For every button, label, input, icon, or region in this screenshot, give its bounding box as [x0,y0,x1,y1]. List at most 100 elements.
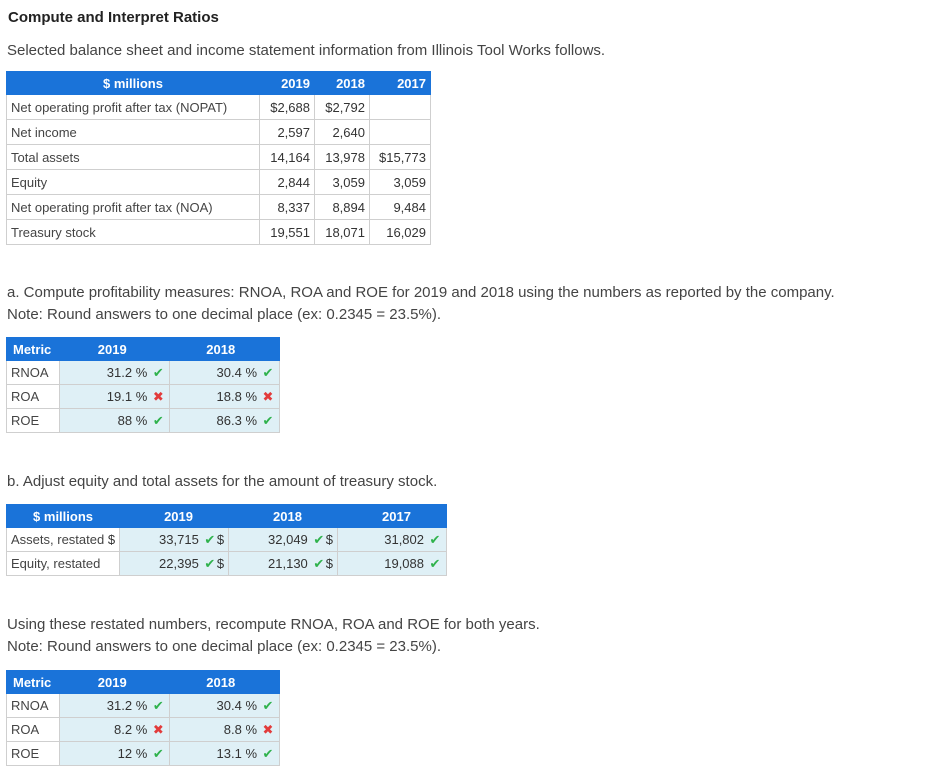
table-row: Net income 2,597 2,640 [6,119,431,145]
table-row: ROA 19.1 % ✖ 18.8 % ✖ [6,384,280,409]
table-row: RNOA 31.2 % ✔ 30.4 % ✔ [6,693,280,718]
col-header-2017: 2017 [337,504,447,528]
table-row: Net operating profit after tax (NOA) 8,3… [6,194,431,220]
cell-value: $2,688 [259,94,315,120]
percent-sign: % [245,364,257,380]
table-row: Assets, restated $ 33,715 ✔ $ 32,049 ✔ $ 31,… [5,527,447,552]
metric-label: ROE [6,741,60,766]
row-label: Equity [6,169,260,195]
table-row: ROA 8.2 % ✖ 8.8 % ✖ [6,717,280,742]
col-header-millions: $ millions [6,71,260,95]
answer-value: 8.8 [223,721,242,737]
answer-cell[interactable]: 33,715 ✔ $ [119,527,230,552]
check-icon: ✔ [429,531,441,547]
table-row: Equity, restated 22,395 ✔ $ 21,130 ✔ $ 19,08… [5,551,447,576]
balance-sheet-table: $ millions 2019 2018 2017 Net operating … [6,71,431,245]
cross-icon: ✖ [262,721,274,737]
answer-cell[interactable]: 22,395 ✔ $ [119,551,230,576]
answer-value: 19,088 [384,555,424,571]
answer-cell[interactable]: 30.4 % ✔ [169,360,280,385]
answer-cell[interactable]: 31,802 ✔ [337,527,447,552]
part-a-note: Note: Round answers to one decimal place… [7,306,442,323]
part-a-question: a. Compute profitability measures: RNOA,… [7,284,835,301]
answer-value: 19.1 [106,388,133,404]
answer-cell[interactable]: 86.3 % ✔ [169,408,280,433]
table-row: Equity 2,844 3,059 3,059 [6,169,431,195]
answer-value: 12 [117,745,133,761]
cross-icon: ✖ [152,388,164,404]
check-icon: ✔ [152,745,164,761]
row-label: Total assets [6,144,260,170]
metric-label: RNOA [6,693,60,718]
answer-cell[interactable]: 30.4 % ✔ [169,693,280,718]
currency-sign: $ [216,555,225,571]
percent-sign: % [245,697,257,713]
answer-cell[interactable]: 88 % ✔ [58,408,171,433]
cross-icon: ✖ [152,721,164,737]
cell-value [369,119,431,145]
cell-value: $15,773 [369,144,431,170]
answer-cell[interactable]: 12 % ✔ [58,741,171,766]
check-icon: ✔ [204,555,216,571]
col-header-metric: Metric [6,337,60,361]
answer-cell[interactable]: 21,130 ✔ $ [228,551,339,576]
part-b-question: b. Adjust equity and total assets for th… [7,473,438,490]
cell-value: 2,640 [314,119,370,145]
table-row: ROE 88 % ✔ 86.3 % ✔ [6,408,280,433]
answer-value: 8.2 [114,721,133,737]
check-icon: ✔ [152,412,164,428]
metric-label: ROA [6,717,60,742]
answer-cell[interactable]: 32,049 ✔ $ [228,527,339,552]
percent-sign: % [135,412,148,428]
part-b-answer-table: $ millions 2019 2018 2017 Assets, restat… [5,504,447,576]
percent-sign: % [245,745,257,761]
cell-value: 3,059 [314,169,370,195]
part-c-note: Note: Round answers to one decimal place… [7,638,442,655]
intro-text: Selected balance sheet and income statem… [7,42,606,59]
check-icon: ✔ [152,697,164,713]
cell-value: 3,059 [369,169,431,195]
check-icon: ✔ [204,531,216,547]
answer-cell[interactable]: 19.1 % ✖ [58,384,171,409]
cell-value: 13,978 [314,144,370,170]
col-header-2018: 2018 [314,71,370,95]
cross-icon: ✖ [262,388,274,404]
cell-value: 16,029 [369,219,431,245]
percent-sign: % [135,721,148,737]
col-header-metric: Metric [6,670,60,694]
check-icon: ✔ [262,412,274,428]
currency-sign: $ [216,531,225,547]
check-icon: ✔ [313,531,325,547]
col-header-2019: 2019 [58,670,171,694]
percent-sign: % [135,364,148,380]
answer-value: 30.4 [216,364,242,380]
answer-cell[interactable]: 19,088 ✔ [337,551,447,576]
row-label-text: Assets, restated [11,532,105,547]
col-header-2018: 2018 [169,670,280,694]
answer-cell[interactable]: 31.2 % ✔ [58,693,171,718]
answer-value: 30.4 [216,697,242,713]
answer-cell[interactable]: 8.8 % ✖ [169,717,280,742]
answer-cell[interactable]: 13.1 % ✔ [169,741,280,766]
col-header-2018: 2018 [228,504,339,528]
row-label-text: Equity, restated [11,556,101,571]
row-label: Equity, restated [5,551,121,576]
answer-cell[interactable]: 31.2 % ✔ [58,360,171,385]
cell-value [369,94,431,120]
row-label: Treasury stock [6,219,260,245]
col-header-2019: 2019 [259,71,315,95]
table-header-row: $ millions 2019 2018 2017 [5,504,447,528]
answer-value: 13.1 [216,745,242,761]
answer-cell[interactable]: 8.2 % ✖ [58,717,171,742]
cell-value: 18,071 [314,219,370,245]
col-header-2019: 2019 [58,337,171,361]
cell-value: 14,164 [259,144,315,170]
answer-cell[interactable]: 18.8 % ✖ [169,384,280,409]
cell-value: 8,894 [314,194,370,220]
check-icon: ✔ [262,364,274,380]
table-row: ROE 12 % ✔ 13.1 % ✔ [6,741,280,766]
percent-sign: % [135,388,148,404]
percent-sign: % [135,745,148,761]
currency-sign: $ [325,531,334,547]
cell-value: 2,597 [259,119,315,145]
